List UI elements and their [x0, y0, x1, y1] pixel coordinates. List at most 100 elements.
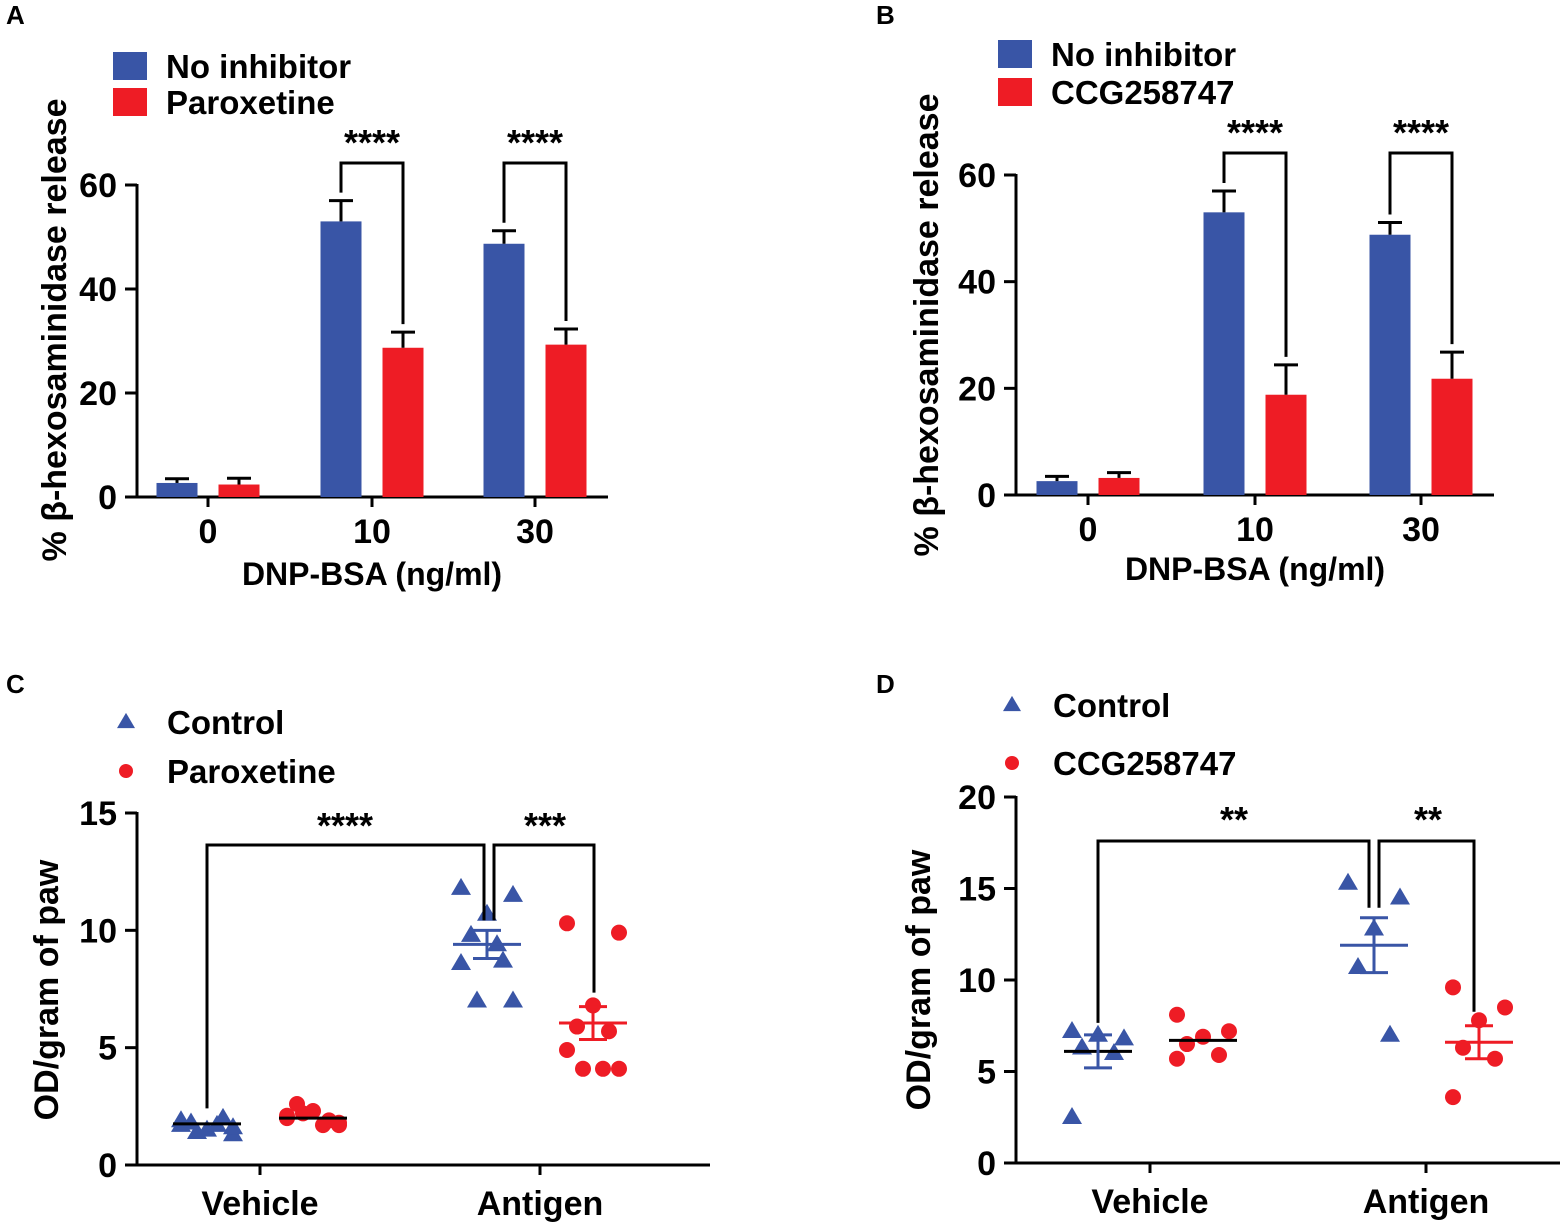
- legend-marker-d: [1003, 695, 1021, 712]
- bar-a-no-inhibitor-30: [483, 243, 525, 497]
- legend-marker-d: [1005, 756, 1019, 770]
- legend-label-d: CCG258747: [1053, 745, 1236, 782]
- x-tick-label-d: Vehicle: [1091, 1183, 1208, 1221]
- legend-swatch-a: [113, 52, 147, 80]
- significance-label-b: ****: [1227, 112, 1283, 153]
- data-point-c-paroxetine-antigen: [559, 915, 575, 932]
- data-point-d-control-vehicle: [1088, 1024, 1108, 1042]
- significance-label-d: **: [1220, 799, 1248, 840]
- data-point-c-control-antigen: [467, 990, 487, 1008]
- data-point-c-control-antigen: [493, 950, 513, 968]
- panel-letter-c: C: [6, 669, 25, 699]
- y-tick-label-d: 20: [958, 779, 996, 817]
- y-tick-label-b: 20: [958, 370, 996, 408]
- legend-marker-c: [117, 712, 135, 729]
- panel-letter-d: D: [876, 669, 895, 699]
- significance-label-b: ****: [1393, 112, 1449, 153]
- data-point-d-ccg258747-antigen: [1445, 1089, 1461, 1106]
- x-tick-label-c: Vehicle: [201, 1185, 318, 1223]
- data-point-d-ccg258747-vehicle: [1169, 1006, 1185, 1023]
- data-point-c-paroxetine-antigen: [575, 1060, 591, 1077]
- y-tick-label-c: 15: [79, 795, 117, 833]
- legend-label-d: Control: [1053, 687, 1170, 724]
- data-point-c-paroxetine-antigen: [569, 1018, 585, 1035]
- data-point-d-control-vehicle: [1062, 1107, 1082, 1125]
- y-tick-label-c: 5: [98, 1030, 117, 1068]
- significance-bracket-c: [492, 843, 596, 993]
- y-tick-label-a: 20: [79, 375, 117, 413]
- data-point-c-paroxetine-antigen: [611, 1060, 627, 1077]
- data-point-c-paroxetine-antigen: [611, 924, 627, 941]
- legend-label-c: Control: [167, 704, 284, 741]
- data-point-d-control-antigen: [1338, 872, 1358, 890]
- x-tick-label-a: 10: [353, 513, 391, 551]
- legend-swatch-a: [113, 88, 147, 116]
- y-axis-label-d: OD/gram of paw: [900, 849, 938, 1110]
- data-point-c-control-antigen: [451, 952, 471, 970]
- y-tick-label-d: 10: [958, 962, 996, 1000]
- y-tick-label-a: 40: [79, 271, 117, 309]
- significance-bracket-b: [1388, 151, 1454, 345]
- bar-b-no-inhibitor-0: [1036, 481, 1078, 495]
- bar-b-no-inhibitor-10: [1203, 212, 1245, 496]
- data-point-c-paroxetine-antigen: [595, 1060, 611, 1077]
- data-point-d-control-antigen: [1348, 956, 1368, 974]
- data-point-d-ccg258747-vehicle: [1195, 1028, 1211, 1045]
- significance-bracket-a: [502, 161, 568, 322]
- significance-label-d: **: [1414, 799, 1442, 840]
- bar-a-paroxetine-10: [382, 347, 424, 497]
- legend-label-a: Paroxetine: [166, 84, 335, 121]
- y-tick-label-d: 15: [958, 871, 996, 909]
- bar-a-no-inhibitor-0: [156, 482, 198, 497]
- bar-b-ccg258747-10: [1265, 394, 1307, 495]
- data-point-d-control-antigen: [1390, 887, 1410, 905]
- x-tick-label-a: 30: [516, 513, 554, 551]
- bar-a-paroxetine-0: [218, 484, 260, 497]
- x-axis-label-a: DNP-BSA (ng/ml): [242, 556, 502, 592]
- bar-a-no-inhibitor-10: [320, 221, 362, 497]
- data-point-d-control-vehicle: [1062, 1021, 1082, 1039]
- significance-bracket-a: [339, 161, 405, 325]
- legend-swatch-b: [998, 78, 1032, 106]
- x-tick-label-c: Antigen: [477, 1185, 604, 1223]
- bar-b-ccg258747-0: [1098, 477, 1140, 495]
- bar-b-no-inhibitor-30: [1369, 234, 1411, 495]
- data-point-d-ccg258747-vehicle: [1169, 1050, 1185, 1067]
- data-point-d-control-antigen: [1380, 1024, 1400, 1042]
- data-point-d-ccg258747-vehicle: [1179, 1036, 1195, 1053]
- y-tick-label-b: 0: [977, 477, 996, 515]
- significance-label-c: ****: [317, 805, 373, 846]
- y-tick-label-c: 0: [98, 1147, 117, 1185]
- legend-label-b: CCG258747: [1051, 74, 1234, 111]
- data-point-d-control-vehicle: [1114, 1028, 1134, 1046]
- data-point-c-control-antigen: [487, 934, 507, 952]
- legend-marker-c: [119, 764, 133, 778]
- y-tick-label-c: 10: [79, 912, 117, 950]
- legend-label-c: Paroxetine: [167, 753, 336, 790]
- data-point-c-paroxetine-antigen: [601, 1023, 617, 1040]
- data-point-c-control-antigen: [451, 877, 471, 895]
- x-tick-label-d: Antigen: [1363, 1183, 1490, 1221]
- data-point-d-ccg258747-antigen: [1445, 979, 1461, 996]
- significance-bracket-d: [1377, 839, 1476, 1012]
- y-axis-label-b: % β-hexosaminidase release: [908, 94, 946, 557]
- data-point-c-paroxetine-antigen: [559, 1042, 575, 1059]
- data-point-c-control-antigen: [477, 903, 497, 921]
- y-axis-label-c: OD/gram of paw: [28, 859, 66, 1120]
- y-tick-label-a: 60: [79, 167, 117, 205]
- y-tick-label-d: 0: [977, 1145, 996, 1183]
- panel-letter-a: A: [6, 0, 25, 30]
- data-point-c-paroxetine-vehicle: [315, 1117, 331, 1134]
- significance-label-a: ****: [344, 122, 400, 163]
- significance-bracket-d: [1096, 839, 1371, 1023]
- data-point-c-control-antigen: [503, 884, 523, 902]
- x-axis-label-b: DNP-BSA (ng/ml): [1125, 551, 1385, 587]
- data-point-d-ccg258747-vehicle: [1211, 1047, 1227, 1064]
- y-axis-label-a: % β-hexosaminidase release: [36, 99, 74, 562]
- data-point-c-control-antigen: [503, 990, 523, 1008]
- data-point-d-ccg258747-antigen: [1487, 1050, 1503, 1067]
- significance-bracket-c: [205, 843, 486, 1109]
- bar-a-paroxetine-30: [545, 344, 587, 497]
- y-tick-label-b: 40: [958, 264, 996, 302]
